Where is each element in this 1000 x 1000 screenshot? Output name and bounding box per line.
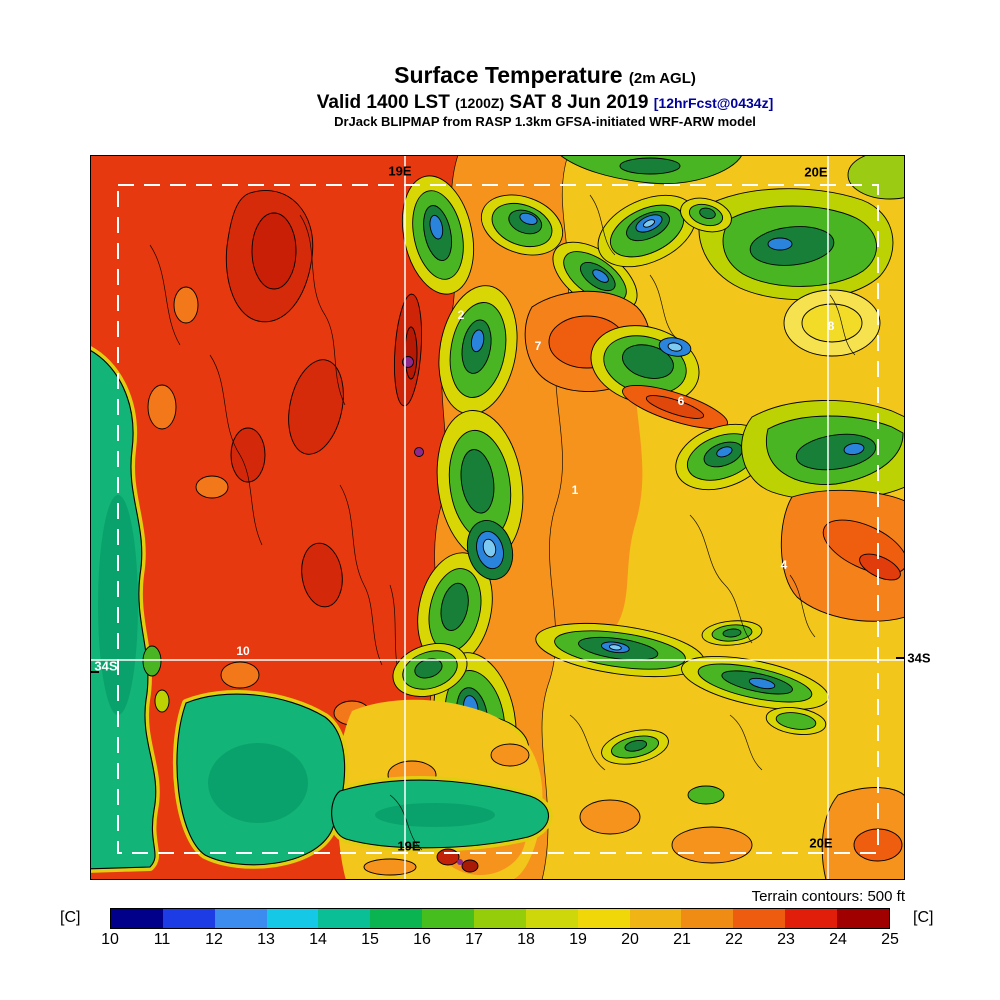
title-sub: (2m AGL)	[628, 70, 696, 87]
model-line: DrJack BLIPMAP from RASP 1.3km GFSA-init…	[334, 114, 756, 129]
cold-spot-purple	[414, 447, 424, 457]
colorbar-segment	[837, 909, 889, 928]
lat-lon-grid	[90, 155, 905, 880]
colorbar-tick-10: 10	[101, 931, 119, 948]
colorbar-tick-22: 22	[725, 931, 743, 948]
colorbar	[110, 908, 890, 929]
colorbar-segment	[785, 909, 838, 928]
colorbar-tick-13: 13	[257, 931, 275, 948]
map-label-34S: 34S	[907, 650, 931, 666]
colorbar-tick-19: 19	[569, 931, 587, 948]
colorbar-segment	[733, 909, 786, 928]
colorbar-tick-23: 23	[777, 931, 795, 948]
colorbar-segment	[111, 909, 163, 928]
valid-time-line: Valid 1400 LST (1200Z) SAT 8 Jun 2019 [1…	[90, 92, 1000, 114]
page-title: Surface Temperature (2m AGL)	[90, 62, 1000, 92]
colorbar-segment	[370, 909, 423, 928]
colorbar-segment	[422, 909, 475, 928]
domain-boundary	[117, 184, 879, 854]
valid-prefix: Valid 1400 LST	[316, 92, 450, 113]
valid-zulu: (1200Z)	[455, 95, 505, 111]
valid-date: SAT 8 Jun 2019	[509, 92, 649, 113]
title-main: Surface Temperature	[394, 62, 623, 88]
south-hot-spots	[363, 848, 479, 876]
ocean-region	[80, 343, 553, 873]
colorbar-tick-11: 11	[153, 931, 171, 948]
cold-spot-purple	[402, 356, 414, 368]
colorbar-tick-18: 18	[517, 931, 535, 948]
temperature-contour-map	[80, 150, 933, 881]
southeast-ridges	[535, 620, 829, 711]
map-frame	[80, 150, 933, 881]
colorbar-segment	[318, 909, 371, 928]
colorbar-tick-17: 17	[465, 931, 483, 948]
colorbar-segment	[266, 909, 319, 928]
north-central-ridges	[480, 154, 743, 313]
colorbar-tick-20: 20	[621, 931, 639, 948]
colorbar-tick-16: 16	[413, 931, 431, 948]
colorbar-unit-left: [C]	[60, 909, 81, 926]
colorbar-tick-25: 25	[881, 931, 899, 948]
terrain-contour-lines	[389, 194, 856, 851]
colorbar-segment	[629, 909, 682, 928]
colorbar-tick-15: 15	[361, 931, 379, 948]
terrain-contours-note: Terrain contours: 500 ft	[751, 888, 905, 905]
colorbar-segment	[681, 909, 734, 928]
forecast-init: [12hrFcst@0434z]	[653, 95, 774, 111]
colorbar-segment	[474, 909, 526, 928]
peninsula-mountain	[142, 645, 162, 677]
colorbar-segment	[162, 909, 215, 928]
hot-red-region	[90, 154, 459, 880]
colorbar-unit-right: [C]	[913, 909, 934, 926]
title-block: Surface Temperature (2m AGL) Valid 1400 …	[90, 62, 1000, 130]
colorbar-tick-21: 21	[673, 931, 691, 948]
east-ridge-band	[741, 400, 906, 501]
east-warm-zone	[780, 489, 908, 622]
colorbar-tick-12: 12	[205, 931, 223, 948]
colorbar-tick-24: 24	[829, 931, 847, 948]
colorbar-tick-14: 14	[309, 931, 327, 948]
map-border	[90, 155, 905, 880]
colorbar-segment	[525, 909, 578, 928]
colorbar-segment	[577, 909, 630, 928]
colorbar-segment	[214, 909, 267, 928]
